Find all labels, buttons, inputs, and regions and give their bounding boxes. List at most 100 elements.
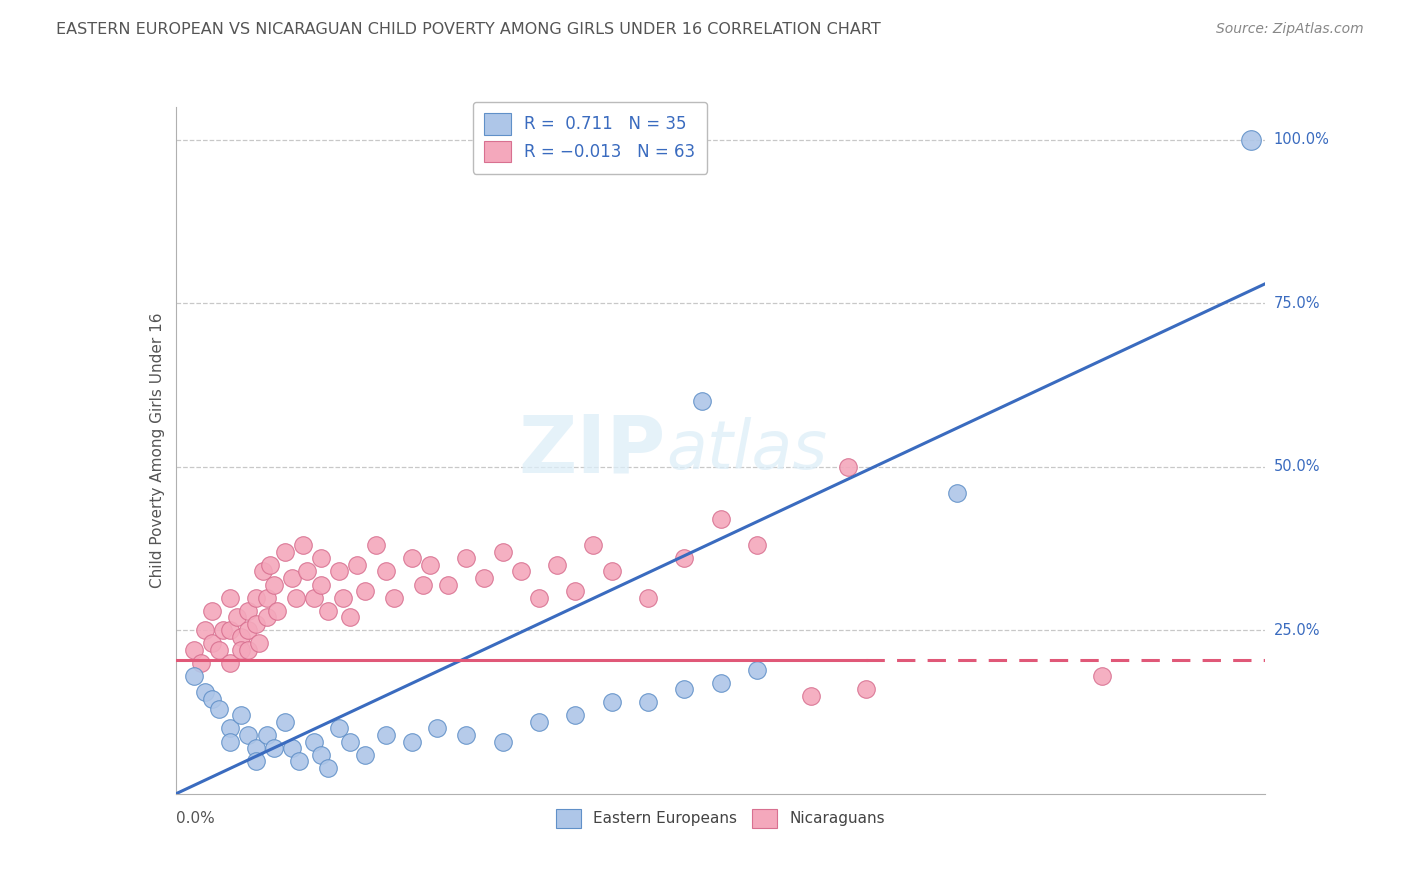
Point (288, 754, 311, 768)
Point (564, 708, 586, 723)
Point (492, 734, 515, 748)
Point (346, 558, 368, 572)
Point (245, 754, 267, 768)
Point (328, 565, 350, 579)
Point (855, 682, 877, 697)
Point (382, 591, 405, 605)
Text: ZIP: ZIP (519, 411, 666, 490)
Point (219, 591, 242, 605)
Legend: Eastern Europeans, Nicaraguans: Eastern Europeans, Nicaraguans (550, 803, 891, 834)
Point (637, 591, 659, 605)
Point (219, 656, 242, 670)
Text: 100.0%: 100.0% (1274, 132, 1330, 147)
Point (212, 624, 235, 638)
Point (673, 682, 696, 697)
Point (245, 741, 267, 756)
Point (284, 591, 307, 605)
Point (302, 591, 325, 605)
Point (564, 584, 586, 599)
Point (456, 728, 478, 742)
Point (259, 558, 281, 572)
Point (201, 692, 224, 706)
Point (339, 610, 361, 624)
Point (302, 734, 325, 748)
Point (1240, 133, 1263, 147)
Point (745, 663, 768, 677)
Point (637, 695, 659, 709)
Point (375, 728, 398, 742)
Text: 50.0%: 50.0% (1274, 459, 1320, 475)
Point (426, 722, 449, 736)
Text: Source: ZipAtlas.com: Source: ZipAtlas.com (1216, 22, 1364, 37)
Point (231, 630, 253, 644)
Point (194, 624, 217, 638)
Point (401, 734, 423, 748)
Point (437, 577, 460, 591)
Text: atlas: atlas (666, 417, 827, 483)
Point (274, 714, 297, 729)
Point (419, 558, 441, 572)
Point (263, 577, 285, 591)
Point (412, 577, 434, 591)
Point (945, 486, 967, 500)
Point (219, 624, 242, 638)
Point (328, 722, 350, 736)
Point (274, 545, 297, 559)
Point (219, 734, 242, 748)
Point (291, 538, 314, 552)
Text: EASTERN EUROPEAN VS NICARAGUAN CHILD POVERTY AMONG GIRLS UNDER 16 CORRELATION CH: EASTERN EUROPEAN VS NICARAGUAN CHILD POV… (56, 22, 882, 37)
Point (745, 538, 768, 552)
Point (1091, 669, 1114, 683)
Point (226, 610, 249, 624)
Point (456, 551, 478, 566)
Point (256, 591, 278, 605)
Point (245, 591, 267, 605)
Point (208, 702, 231, 716)
Point (309, 577, 332, 591)
Point (527, 714, 550, 729)
Point (183, 669, 205, 683)
Point (281, 571, 304, 585)
Point (238, 624, 260, 638)
Point (800, 689, 823, 703)
Point (401, 551, 423, 566)
Y-axis label: Child Poverty Among Girls Under 16: Child Poverty Among Girls Under 16 (149, 313, 165, 588)
Point (492, 545, 515, 559)
Point (509, 565, 531, 579)
Point (309, 551, 332, 566)
Point (527, 591, 550, 605)
Point (281, 741, 304, 756)
Text: 0.0%: 0.0% (176, 811, 215, 826)
Point (238, 643, 260, 657)
Point (256, 610, 278, 624)
Point (201, 636, 224, 650)
Point (375, 565, 398, 579)
Point (309, 747, 332, 762)
Point (190, 656, 212, 670)
Point (256, 728, 278, 742)
Point (247, 636, 270, 650)
Point (183, 643, 205, 657)
Point (837, 459, 859, 474)
Point (266, 604, 288, 618)
Point (710, 512, 733, 526)
Point (208, 643, 231, 657)
Point (238, 728, 260, 742)
Point (353, 584, 375, 599)
Point (353, 747, 375, 762)
Point (710, 675, 733, 690)
Point (238, 604, 260, 618)
Point (231, 643, 253, 657)
Point (600, 565, 623, 579)
Point (295, 565, 318, 579)
Text: 75.0%: 75.0% (1274, 296, 1320, 310)
Point (318, 761, 340, 775)
Point (263, 741, 285, 756)
Point (546, 558, 568, 572)
Point (245, 616, 267, 631)
Point (673, 551, 696, 566)
Point (252, 565, 274, 579)
Point (474, 571, 496, 585)
Point (219, 722, 242, 736)
Text: 25.0%: 25.0% (1274, 623, 1320, 638)
